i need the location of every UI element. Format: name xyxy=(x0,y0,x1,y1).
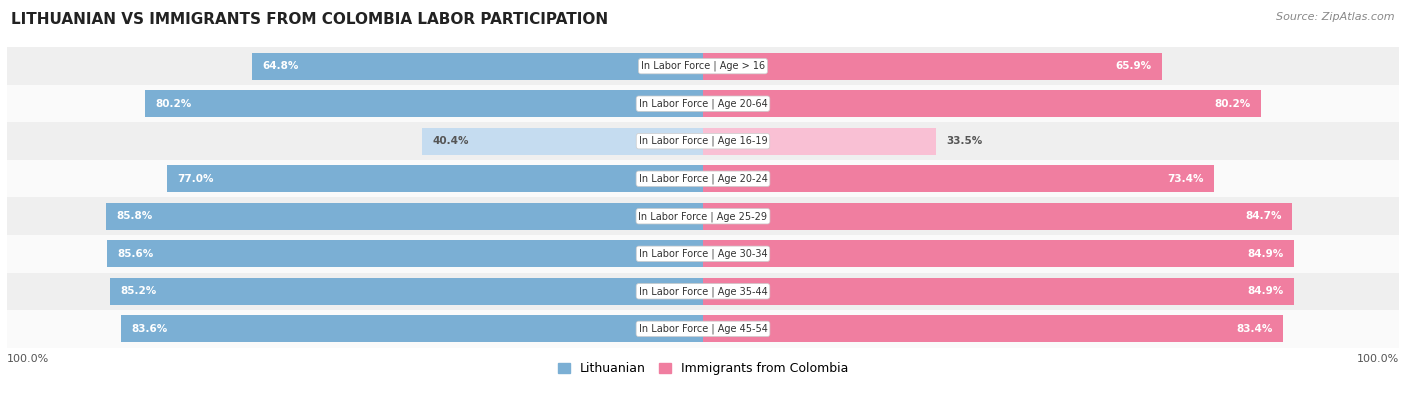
Bar xyxy=(703,203,1292,230)
Bar xyxy=(7,47,1399,85)
Bar xyxy=(110,278,703,305)
Text: Source: ZipAtlas.com: Source: ZipAtlas.com xyxy=(1277,12,1395,22)
Text: In Labor Force | Age 35-44: In Labor Force | Age 35-44 xyxy=(638,286,768,297)
Bar xyxy=(252,53,703,80)
Bar xyxy=(7,160,1399,198)
Bar xyxy=(703,240,1294,267)
Text: 100.0%: 100.0% xyxy=(1357,354,1399,364)
Text: 64.8%: 64.8% xyxy=(263,61,299,71)
Text: 73.4%: 73.4% xyxy=(1167,174,1204,184)
Bar xyxy=(121,315,703,342)
Text: 85.8%: 85.8% xyxy=(117,211,152,221)
Text: In Labor Force | Age 20-64: In Labor Force | Age 20-64 xyxy=(638,98,768,109)
Bar xyxy=(7,273,1399,310)
Text: 33.5%: 33.5% xyxy=(946,136,983,146)
Text: 80.2%: 80.2% xyxy=(155,99,191,109)
Text: In Labor Force | Age > 16: In Labor Force | Age > 16 xyxy=(641,61,765,71)
Bar xyxy=(7,310,1399,348)
Bar xyxy=(422,128,703,155)
Bar xyxy=(7,122,1399,160)
Text: In Labor Force | Age 20-24: In Labor Force | Age 20-24 xyxy=(638,173,768,184)
Bar xyxy=(7,235,1399,273)
Text: 84.9%: 84.9% xyxy=(1247,286,1284,296)
Text: 85.6%: 85.6% xyxy=(118,249,153,259)
Text: In Labor Force | Age 30-34: In Labor Force | Age 30-34 xyxy=(638,248,768,259)
Bar xyxy=(7,85,1399,122)
Text: 40.4%: 40.4% xyxy=(432,136,468,146)
Text: 85.2%: 85.2% xyxy=(121,286,156,296)
Bar xyxy=(107,240,703,267)
Text: In Labor Force | Age 25-29: In Labor Force | Age 25-29 xyxy=(638,211,768,222)
Bar xyxy=(105,203,703,230)
Text: 65.9%: 65.9% xyxy=(1115,61,1152,71)
Text: In Labor Force | Age 16-19: In Labor Force | Age 16-19 xyxy=(638,136,768,147)
Text: 84.7%: 84.7% xyxy=(1246,211,1282,221)
Text: 100.0%: 100.0% xyxy=(7,354,49,364)
Bar xyxy=(7,198,1399,235)
Text: 83.4%: 83.4% xyxy=(1237,324,1272,334)
Bar xyxy=(703,315,1284,342)
Bar xyxy=(167,165,703,192)
Bar xyxy=(703,165,1213,192)
Bar xyxy=(145,90,703,117)
Bar xyxy=(703,53,1161,80)
Bar xyxy=(703,90,1261,117)
Text: 80.2%: 80.2% xyxy=(1215,99,1251,109)
Text: LITHUANIAN VS IMMIGRANTS FROM COLOMBIA LABOR PARTICIPATION: LITHUANIAN VS IMMIGRANTS FROM COLOMBIA L… xyxy=(11,12,609,27)
Legend: Lithuanian, Immigrants from Colombia: Lithuanian, Immigrants from Colombia xyxy=(553,357,853,380)
Text: 77.0%: 77.0% xyxy=(177,174,214,184)
Bar xyxy=(703,128,936,155)
Bar xyxy=(703,278,1294,305)
Text: 84.9%: 84.9% xyxy=(1247,249,1284,259)
Text: 83.6%: 83.6% xyxy=(132,324,167,334)
Text: In Labor Force | Age 45-54: In Labor Force | Age 45-54 xyxy=(638,324,768,334)
